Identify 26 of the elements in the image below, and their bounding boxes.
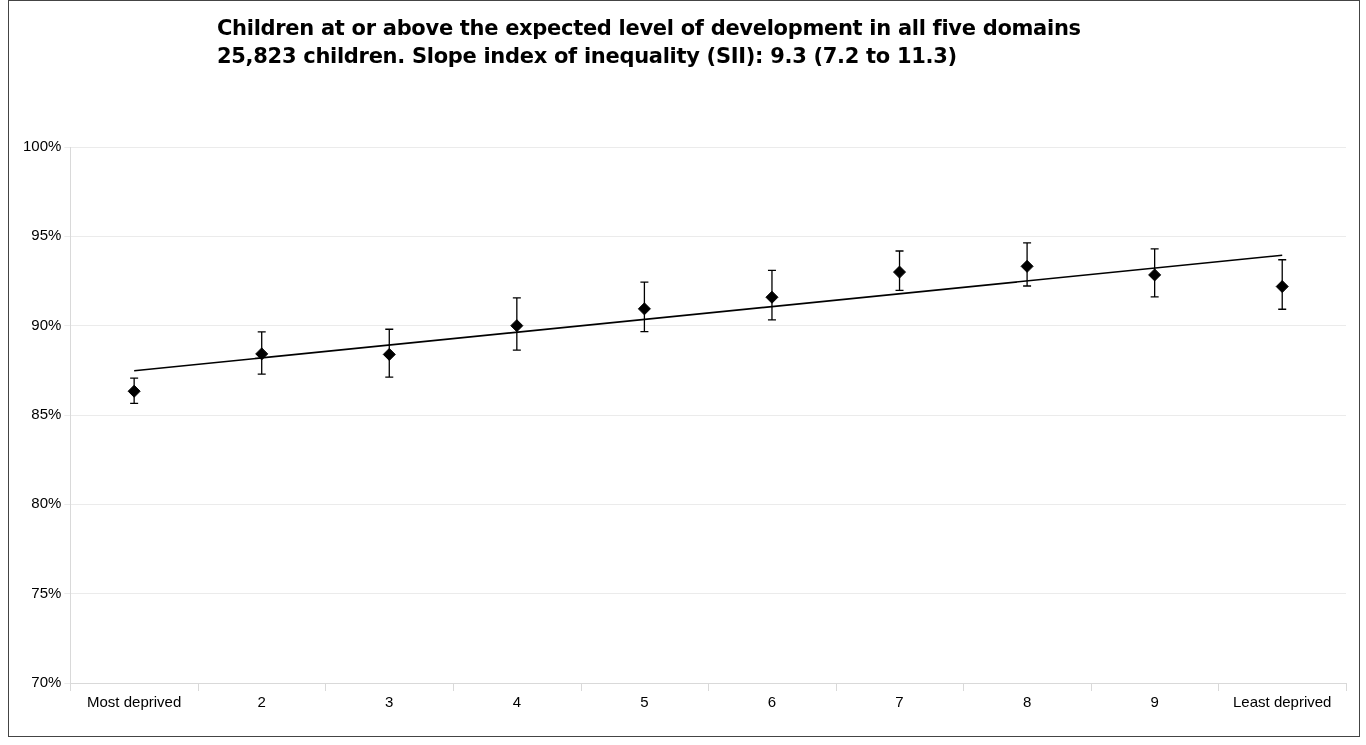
point [255, 347, 269, 361]
chart-title: Children at or above the expected level of development in all five domains [217, 15, 1081, 42]
x-tick-label: Least deprived [1233, 693, 1332, 711]
x-tick-label: 5 [640, 693, 649, 711]
y-tick-label: 75% [31, 583, 62, 601]
x-tick-label: 8 [1022, 693, 1032, 711]
x-tick-label: 2 [257, 693, 266, 711]
point [893, 265, 907, 279]
y-tick-label: 100% [22, 137, 62, 155]
point [637, 302, 651, 316]
point [1148, 268, 1162, 282]
x-tick-label: 9 [1150, 693, 1159, 711]
x-tick-label: 7 [895, 693, 904, 711]
x-tick-label: 3 [385, 693, 394, 711]
x-tick-label: Most deprived [87, 693, 182, 711]
y-tick-label: 90% [31, 315, 62, 333]
point [1275, 280, 1289, 294]
y-tick-label: 95% [31, 226, 62, 244]
point [382, 347, 396, 361]
x-tick-label: 6 [767, 693, 777, 711]
point [510, 319, 524, 333]
x-tick-label: 4 [512, 693, 522, 711]
y-tick-label: 70% [31, 673, 62, 691]
y-tick-label: 85% [31, 405, 62, 423]
y-tick-label: 80% [31, 494, 62, 512]
chart-subtitle: 25,823 children. Slope index of inequality (SII): 9.3 (7.2 to 11.3) [217, 43, 958, 70]
